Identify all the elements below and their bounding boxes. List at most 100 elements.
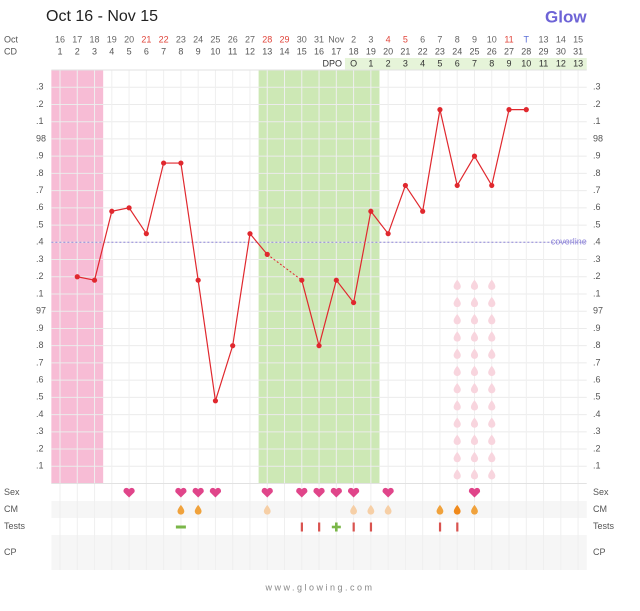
predicted-drop xyxy=(488,314,496,325)
y-tick-label-right: .1 xyxy=(593,288,601,298)
cm-drop xyxy=(194,504,202,515)
y-tick-label-left: .4 xyxy=(36,237,44,247)
predicted-drop xyxy=(453,382,461,394)
y-tick-label-right: .1 xyxy=(593,116,601,126)
predicted-drop xyxy=(470,314,479,325)
date-label: 10 xyxy=(487,34,497,44)
predicted-drop xyxy=(488,331,496,342)
predicted-drop xyxy=(488,451,496,463)
y-tick-label-left: .1 xyxy=(36,288,44,298)
dpo-label: 7 xyxy=(472,58,477,68)
cm-drop xyxy=(436,504,444,515)
dpo-label: 2 xyxy=(386,58,391,68)
date-label: 11 xyxy=(504,34,513,44)
y-tick-label-right: .5 xyxy=(593,219,601,229)
y-tick-label-right: .1 xyxy=(593,461,601,471)
dpo-label: 9 xyxy=(507,58,512,68)
dpo-label: 8 xyxy=(489,58,494,68)
cd-label: 11 xyxy=(228,46,237,56)
y-tick-label-right: .4 xyxy=(593,409,601,419)
predicted-drop xyxy=(488,382,496,394)
y-tick-label-left: .8 xyxy=(36,340,44,350)
temperature-point xyxy=(437,107,443,113)
date-label: 4 xyxy=(386,34,391,44)
sex-heart xyxy=(313,487,325,498)
month-label: Oct xyxy=(4,34,19,44)
predicted-drop xyxy=(453,348,461,359)
cd-label: 29 xyxy=(539,46,549,56)
cd-label: 5 xyxy=(127,46,132,56)
temperature-point xyxy=(506,107,512,113)
predicted-drop xyxy=(453,451,461,463)
date-label: 22 xyxy=(159,34,169,44)
test-mark xyxy=(456,522,459,532)
cm-drop xyxy=(367,504,375,515)
cd-label: 4 xyxy=(109,46,114,56)
predicted-drop xyxy=(453,365,461,377)
predicted-drop xyxy=(488,400,496,411)
dpo-label: 10 xyxy=(521,58,531,68)
predicted-drop xyxy=(470,348,479,359)
date-label: 19 xyxy=(107,34,117,44)
predicted-drop xyxy=(470,451,479,463)
date-label: 3 xyxy=(368,34,373,44)
predicted-drop xyxy=(453,296,461,308)
sex-heart xyxy=(347,487,360,498)
date-label: 21 xyxy=(141,34,151,44)
date-label: 25 xyxy=(210,34,220,44)
test-plus-v xyxy=(335,522,338,532)
test-mark xyxy=(331,522,341,532)
date-label: 2 xyxy=(351,34,356,44)
temperature-point xyxy=(471,153,478,159)
predicted-drop xyxy=(453,417,461,428)
temperature-point xyxy=(523,107,529,113)
cd-label: 16 xyxy=(314,46,324,56)
cd-label: 2 xyxy=(75,46,80,56)
y-tick-label-right: 97 xyxy=(593,306,603,316)
sex-heart xyxy=(330,487,342,498)
date-label: 6 xyxy=(420,34,425,44)
date-label: 18 xyxy=(90,34,100,44)
sex-heart xyxy=(192,487,204,498)
date-label: 13 xyxy=(539,34,549,44)
predicted-drop xyxy=(488,365,496,377)
y-tick-label-left: .5 xyxy=(36,392,44,402)
temperature-point xyxy=(161,160,167,166)
cd-label: 3 xyxy=(92,46,97,56)
temperature-point xyxy=(126,205,132,211)
row-label-left: CP xyxy=(4,547,17,557)
y-tick-label-right: .3 xyxy=(593,82,601,92)
predicted-drop xyxy=(488,469,496,480)
cd-label: 27 xyxy=(504,46,514,56)
predicted-drop xyxy=(453,331,461,342)
row-label-left: CM xyxy=(4,504,18,514)
cd-label: 22 xyxy=(418,46,428,56)
y-tick-label-left: .2 xyxy=(36,99,44,109)
date-label: 9 xyxy=(472,34,477,44)
title: Oct 16 - Nov 15 xyxy=(46,8,158,25)
predicted-drop xyxy=(488,279,496,290)
y-tick-label-left: 97 xyxy=(36,306,46,316)
temperature-point xyxy=(454,182,460,189)
y-tick-label-left: .2 xyxy=(36,271,44,281)
test-mark xyxy=(369,522,373,532)
temperature-point xyxy=(402,182,408,189)
cd-label: 26 xyxy=(487,46,497,56)
y-tick-label-right: .4 xyxy=(593,237,601,247)
temperature-point xyxy=(264,251,270,257)
date-label: 27 xyxy=(245,34,255,44)
temperature-point xyxy=(350,299,357,306)
logo: Glow xyxy=(545,7,587,26)
temperature-point xyxy=(368,208,374,214)
cd-label: 24 xyxy=(452,46,462,56)
cd-label: 20 xyxy=(383,46,393,56)
cd-label: 9 xyxy=(196,46,201,56)
temperature-point xyxy=(178,160,184,166)
y-tick-label-left: .9 xyxy=(36,151,44,161)
dpo-label: 1 xyxy=(368,58,373,68)
y-tick-label-left: .7 xyxy=(36,185,44,195)
cm-drop xyxy=(350,504,357,515)
footer: www.glowing.com xyxy=(264,582,374,592)
predicted-drop xyxy=(470,469,479,480)
sex-heart xyxy=(123,487,135,498)
